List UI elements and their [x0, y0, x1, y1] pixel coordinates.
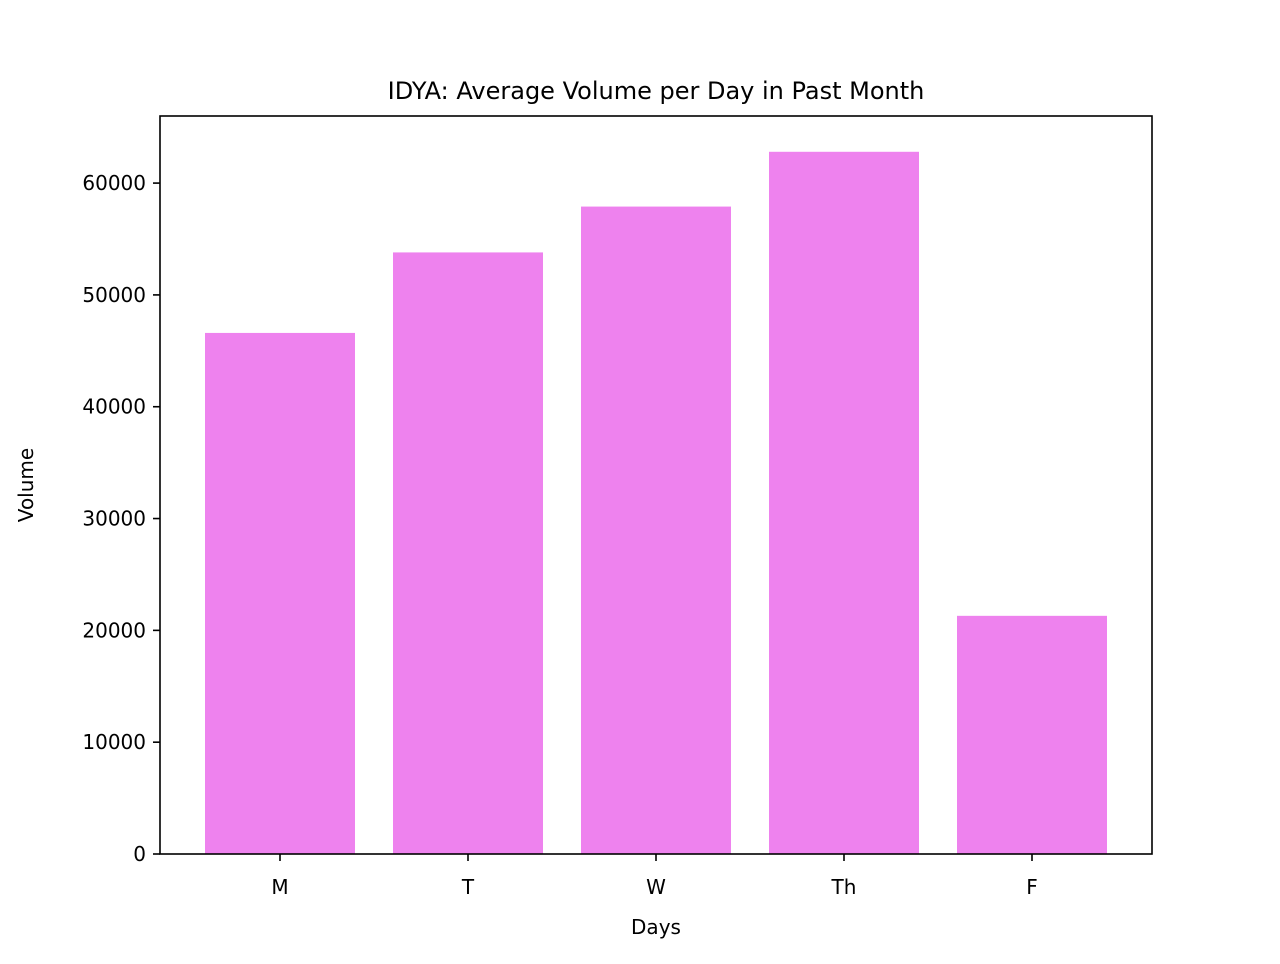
- bars-group: [205, 151, 1107, 855]
- x-tick-label: M: [271, 875, 288, 899]
- chart-title: IDYA: Average Volume per Day in Past Mon…: [388, 77, 925, 105]
- x-tick-label: Th: [831, 875, 857, 899]
- x-axis-label: Days: [631, 915, 681, 939]
- bar-m: [205, 332, 355, 855]
- y-tick-label: 30000: [82, 507, 146, 531]
- x-axis-ticks: M T W Th F: [271, 854, 1038, 899]
- bar-f: [957, 615, 1107, 854]
- x-tick-label: F: [1026, 875, 1038, 899]
- y-axis-label: Volume: [14, 448, 38, 522]
- bar-t: [393, 252, 543, 854]
- y-tick-label: 20000: [82, 618, 146, 642]
- plot-frame: [159, 115, 1153, 855]
- y-tick-label: 10000: [82, 730, 146, 754]
- y-tick-label: 60000: [82, 171, 146, 195]
- x-tick-label: W: [646, 875, 666, 899]
- y-tick-label: 0: [133, 842, 146, 866]
- bar-th: [769, 151, 919, 855]
- bar-w: [581, 206, 731, 854]
- y-axis-ticks: 0 10000 20000 30000 40000 50000 60000: [82, 171, 160, 866]
- y-tick-label: 40000: [82, 395, 146, 419]
- x-tick-label: T: [461, 875, 475, 899]
- y-tick-label: 50000: [82, 283, 146, 307]
